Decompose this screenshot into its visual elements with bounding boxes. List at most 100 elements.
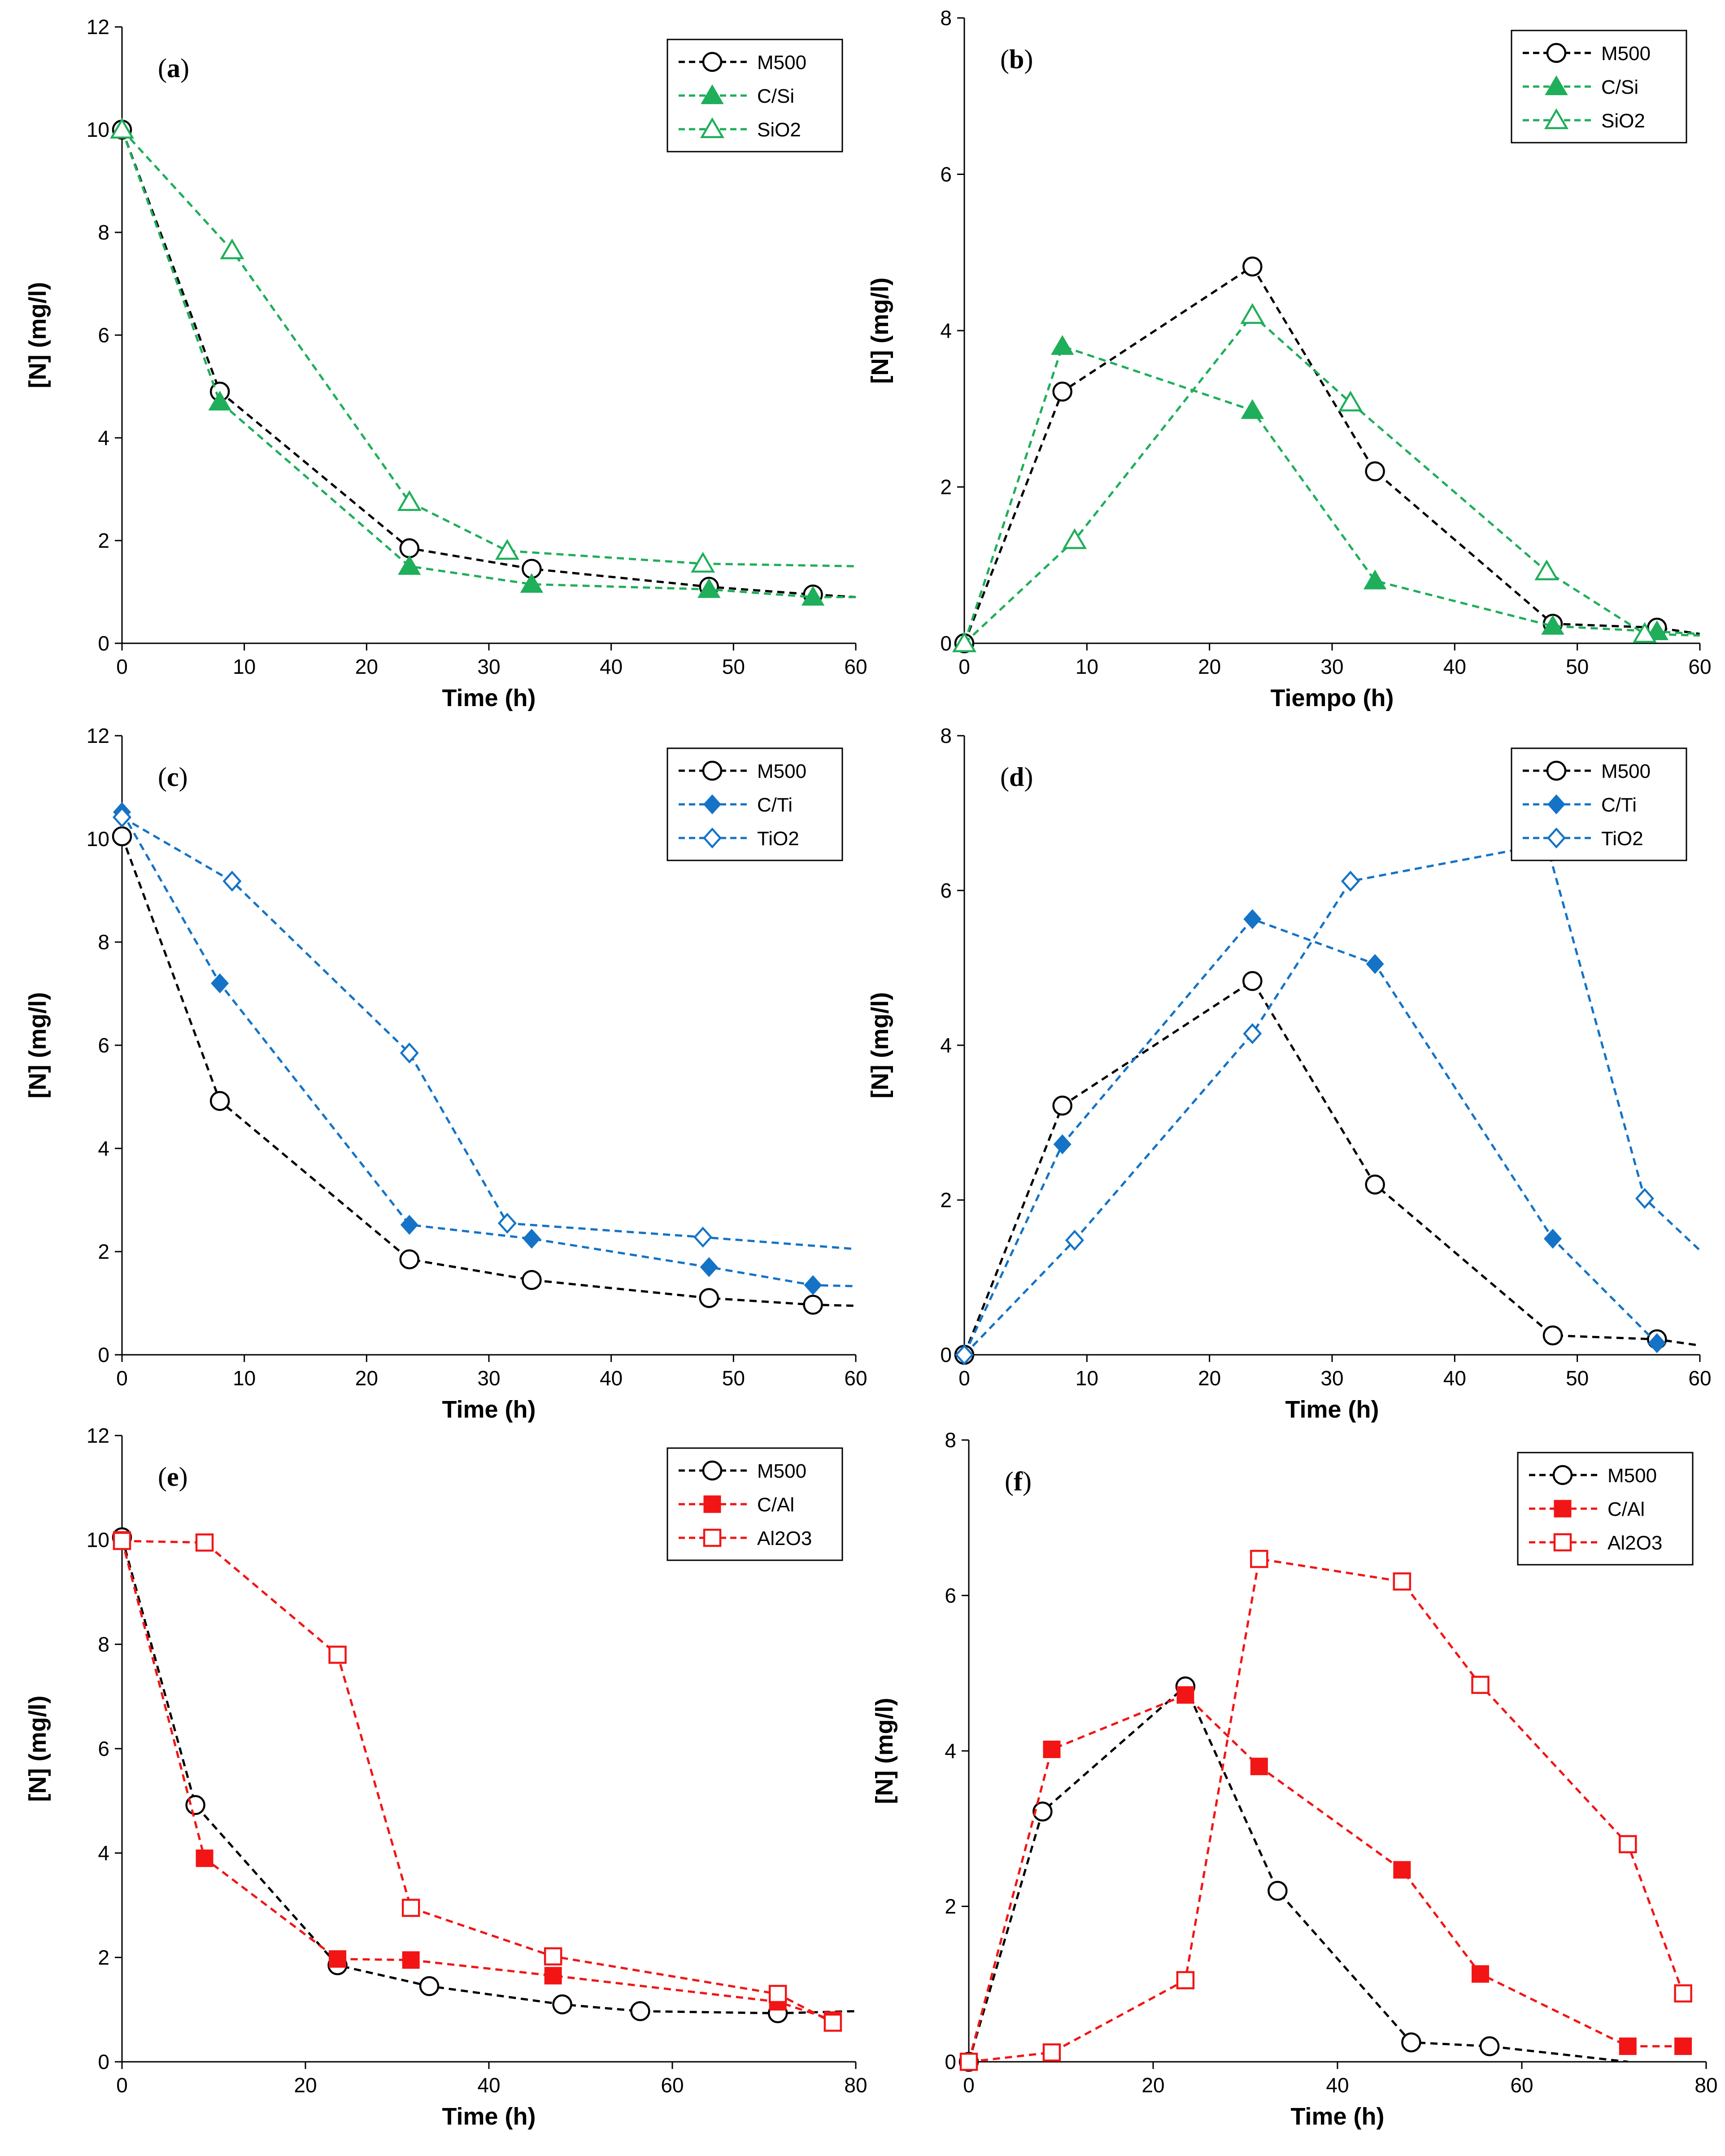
legend-marker [1547, 794, 1566, 815]
data-point [1242, 256, 1263, 277]
y-tick-label: 6 [940, 163, 952, 186]
legend-marker [1546, 827, 1566, 849]
y-tick-label: 6 [98, 1034, 109, 1057]
data-point [1052, 1095, 1072, 1116]
x-axis-title: Time (h) [442, 2103, 536, 2130]
y-tick-label: 4 [940, 319, 952, 342]
data-point [1393, 1861, 1411, 1879]
y-tick-label: 0 [98, 632, 109, 655]
data-point [1363, 569, 1387, 589]
legend-label: M500 [1607, 1465, 1657, 1487]
y-tick-label: 2 [940, 1188, 952, 1212]
data-point [544, 1947, 562, 1966]
x-tick-label: 0 [116, 2073, 128, 2097]
y-tick-label: 8 [98, 930, 109, 954]
x-tick-label: 40 [600, 655, 623, 678]
legend-box [666, 747, 843, 861]
legend-marker [702, 827, 722, 849]
y-tick-label: 10 [87, 118, 109, 141]
data-point [185, 1795, 205, 1815]
series-m500 [954, 971, 1700, 1365]
data-point [1674, 2037, 1692, 2055]
y-tick-label: 2 [98, 529, 109, 552]
legend-marker [703, 794, 722, 815]
data-point [1250, 1549, 1268, 1568]
x-tick-label: 40 [1326, 2073, 1349, 2097]
legend-marker [700, 117, 725, 138]
legend-label: M500 [757, 1460, 806, 1482]
legend-label: C/Ti [757, 794, 793, 816]
data-point [220, 238, 244, 259]
x-tick-label: 80 [1695, 2073, 1717, 2097]
data-point [1243, 909, 1262, 930]
data-point [803, 1295, 823, 1315]
y-tick-label: 0 [98, 2050, 109, 2073]
data-point [1176, 1971, 1195, 1990]
y-axis-title: [N] (mg/l) [867, 992, 893, 1099]
legend-box [1511, 747, 1687, 861]
x-tick-label: 30 [477, 655, 500, 678]
data-point [1243, 1023, 1262, 1044]
data-point [1393, 1572, 1411, 1591]
y-tick-label: 0 [940, 1343, 952, 1366]
y-tick-label: 4 [98, 1842, 109, 1865]
data-point [196, 1849, 213, 1867]
data-point [222, 870, 242, 892]
y-tick-label: 4 [945, 1739, 956, 1763]
legend-box [666, 1447, 843, 1561]
data-point [544, 1967, 562, 1985]
data-point [691, 552, 715, 573]
series-line [122, 1540, 834, 2024]
legend-label: C/Al [1607, 1498, 1645, 1520]
data-point [552, 1994, 572, 2015]
y-tick-label: 2 [98, 1946, 109, 1969]
legend-label: M500 [757, 52, 806, 74]
data-point [1534, 559, 1559, 580]
data-point [1365, 461, 1385, 481]
legend-box [1511, 30, 1687, 144]
x-tick-label: 40 [1443, 655, 1466, 678]
legend-marker [702, 52, 723, 72]
y-tick-label: 10 [87, 1528, 109, 1552]
x-tick-label: 0 [958, 1366, 970, 1390]
x-tick-label: 60 [844, 655, 867, 678]
data-point [195, 1533, 214, 1552]
x-tick-label: 0 [116, 1366, 128, 1390]
data-point [697, 578, 721, 598]
data-point [329, 1950, 347, 1968]
chart-panel-c: 0 2 4 6 8 10 12 0 10 20 30 40 50 60 Time (h) [N] (mg/l)… [24, 724, 867, 1423]
data-point [1250, 1758, 1268, 1776]
legend-marker [1545, 75, 1568, 96]
data-point [109, 118, 135, 139]
legend-label: SiO2 [757, 119, 801, 141]
panel-label: (a) [158, 53, 189, 83]
data-point [952, 631, 977, 652]
legend-marker [1554, 1500, 1572, 1518]
series-line [969, 1558, 1684, 2062]
data-point [1242, 971, 1263, 991]
y-tick-label: 2 [98, 1240, 109, 1263]
legend-marker [703, 1495, 721, 1513]
x-tick-label: 20 [294, 2073, 317, 2097]
chart-panel-b: 0 2 4 6 8 0 10 20 30 40 50 60 Tiempo (h) [N] (mg/l) (b… [867, 6, 1712, 711]
series-line [964, 842, 1701, 1355]
series-line [122, 1540, 833, 2021]
series-m500 [954, 256, 1700, 654]
y-tick-label: 6 [940, 879, 952, 902]
x-tick-label: 60 [844, 1366, 867, 1390]
y-tick-label: 8 [940, 6, 952, 30]
data-point [523, 1229, 541, 1249]
series-al2o3 [113, 1532, 842, 2032]
y-tick-label: 0 [940, 632, 952, 655]
y-tick-label: 8 [98, 1632, 109, 1656]
data-point [419, 1976, 440, 1996]
data-point [211, 973, 229, 994]
legend-marker [1552, 1465, 1573, 1485]
legend-marker [701, 84, 724, 105]
x-tick-label: 20 [1141, 2073, 1164, 2097]
series-line [964, 979, 1700, 1355]
data-point [495, 539, 519, 560]
data-point [823, 2013, 842, 2032]
